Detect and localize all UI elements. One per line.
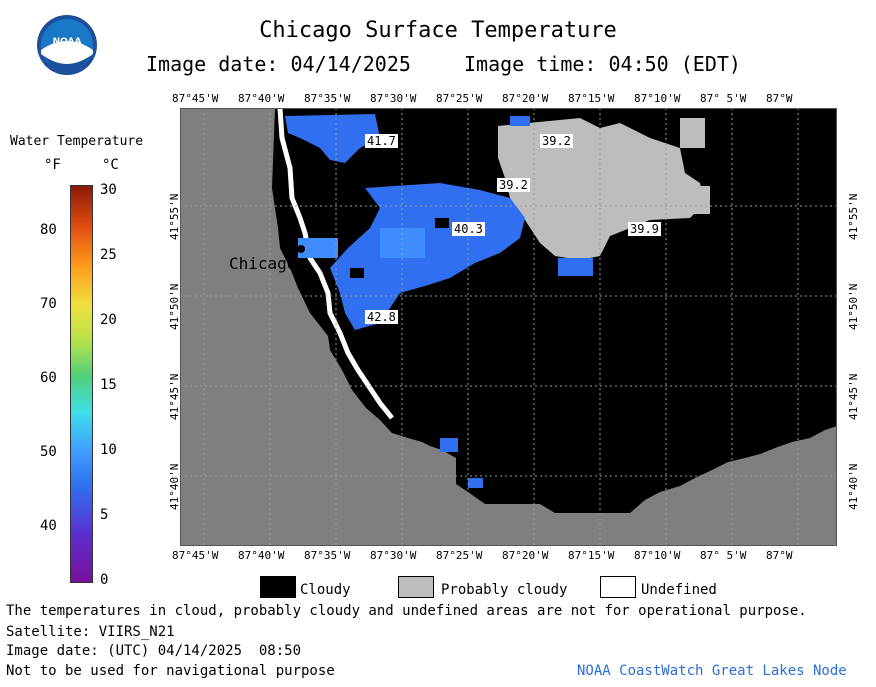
colorbar-tick-c: 30 xyxy=(100,182,117,198)
probably-cloudy-areas xyxy=(498,118,710,260)
colorbar-tick-c: 15 xyxy=(100,377,117,393)
colorbar-tick-f: 80 xyxy=(40,222,57,238)
legend-undefined-swatch xyxy=(600,576,636,598)
colorbar-title: Water Temperature xyxy=(10,134,144,149)
temp-label-4: 40.3 xyxy=(452,222,485,236)
lon-label-bottom: 87°45'W xyxy=(172,549,219,562)
colorbar-tick-c: 5 xyxy=(100,507,109,523)
city-label: Chicago xyxy=(229,254,297,273)
legend-undefined-label: Undefined xyxy=(641,582,717,598)
lat-label-right: 41°40'N xyxy=(847,463,860,510)
colorbar-tick-f: 50 xyxy=(40,444,57,460)
image-time-label: Image time: 04:50 (EDT) xyxy=(464,52,741,76)
lat-label-right: 41°45'N xyxy=(847,373,860,420)
lon-label-top: 87°35'W xyxy=(304,92,351,105)
colorbar-tick-c: 25 xyxy=(100,247,117,263)
colorbar xyxy=(70,185,93,583)
cloud-specks xyxy=(350,128,472,278)
lon-label-bottom: 87°25'W xyxy=(436,549,483,562)
noaa-logo: NOAA xyxy=(36,14,98,76)
legend-cloudy-label: Cloudy xyxy=(300,582,351,598)
lon-label-top: 87°15'W xyxy=(568,92,615,105)
lon-label-bottom: 87°30'W xyxy=(370,549,417,562)
temp-label-3: 39.2 xyxy=(497,178,530,192)
lon-label-bottom: 87°20'W xyxy=(502,549,549,562)
lon-label-bottom: 87°10'W xyxy=(634,549,681,562)
satellite-text: Satellite: VIIRS_N21 xyxy=(6,624,175,640)
legend-probably-cloudy-swatch xyxy=(398,576,434,598)
water-areas xyxy=(285,114,593,488)
colorbar-tick-c: 20 xyxy=(100,312,117,328)
noaa-logo-text: NOAA xyxy=(52,37,82,47)
nav-warning-text: Not to be used for navigational purpose xyxy=(6,663,335,679)
graticule xyxy=(180,108,837,546)
temp-label-5: 39.9 xyxy=(628,222,661,236)
lon-label-bottom: 87°35'W xyxy=(304,549,351,562)
lon-label-bottom: 87°15'W xyxy=(568,549,615,562)
lon-label-top: 87° 5'W xyxy=(700,92,747,105)
shoreline-undefined xyxy=(277,107,394,420)
colorbar-unit-c: °C xyxy=(102,157,119,173)
lat-label-right: 41°50'N xyxy=(847,283,860,330)
temp-label-2: 39.2 xyxy=(540,134,573,148)
colorbar-tick-f: 40 xyxy=(40,518,57,534)
sst-map-svg xyxy=(180,107,837,546)
legend-cloudy-swatch xyxy=(260,576,296,598)
lon-label-top: 87°10'W xyxy=(634,92,681,105)
colorbar-unit-f: °F xyxy=(44,157,61,173)
chicago-marker xyxy=(297,245,305,253)
lon-label-top: 87°30'W xyxy=(370,92,417,105)
legend-probably-cloudy-label: Probably cloudy xyxy=(441,582,568,598)
colorbar-tick-f: 70 xyxy=(40,296,57,312)
sst-map: 41.7 39.2 39.2 40.3 39.9 42.8 xyxy=(180,107,837,546)
lat-label-right: 41°55'N xyxy=(847,193,860,240)
utc-date-text: Image date: (UTC) 04/14/2025 08:50 xyxy=(6,643,302,659)
map-frame xyxy=(180,108,837,546)
temp-label-1: 41.7 xyxy=(365,134,398,148)
image-date-label: Image date: 04/14/2025 xyxy=(146,52,411,76)
colorbar-tick-f: 60 xyxy=(40,370,57,386)
colorbar-tick-c: 10 xyxy=(100,442,117,458)
lon-label-top: 87°25'W xyxy=(436,92,483,105)
lon-label-bottom: 87°W xyxy=(766,549,793,562)
lon-label-top: 87°40'W xyxy=(238,92,285,105)
page-title: Chicago Surface Temperature xyxy=(259,18,617,43)
temp-label-6: 42.8 xyxy=(365,310,398,324)
lon-label-bottom: 87°40'W xyxy=(238,549,285,562)
disclaimer-text: The temperatures in cloud, probably clou… xyxy=(6,603,807,619)
lon-label-top: 87°W xyxy=(766,92,793,105)
lon-label-top: 87°20'W xyxy=(502,92,549,105)
lon-label-top: 87°45'W xyxy=(172,92,219,105)
colorbar-tick-c: 0 xyxy=(100,572,109,588)
credit-text: NOAA CoastWatch Great Lakes Node xyxy=(577,663,847,679)
lon-label-bottom: 87° 5'W xyxy=(700,549,747,562)
